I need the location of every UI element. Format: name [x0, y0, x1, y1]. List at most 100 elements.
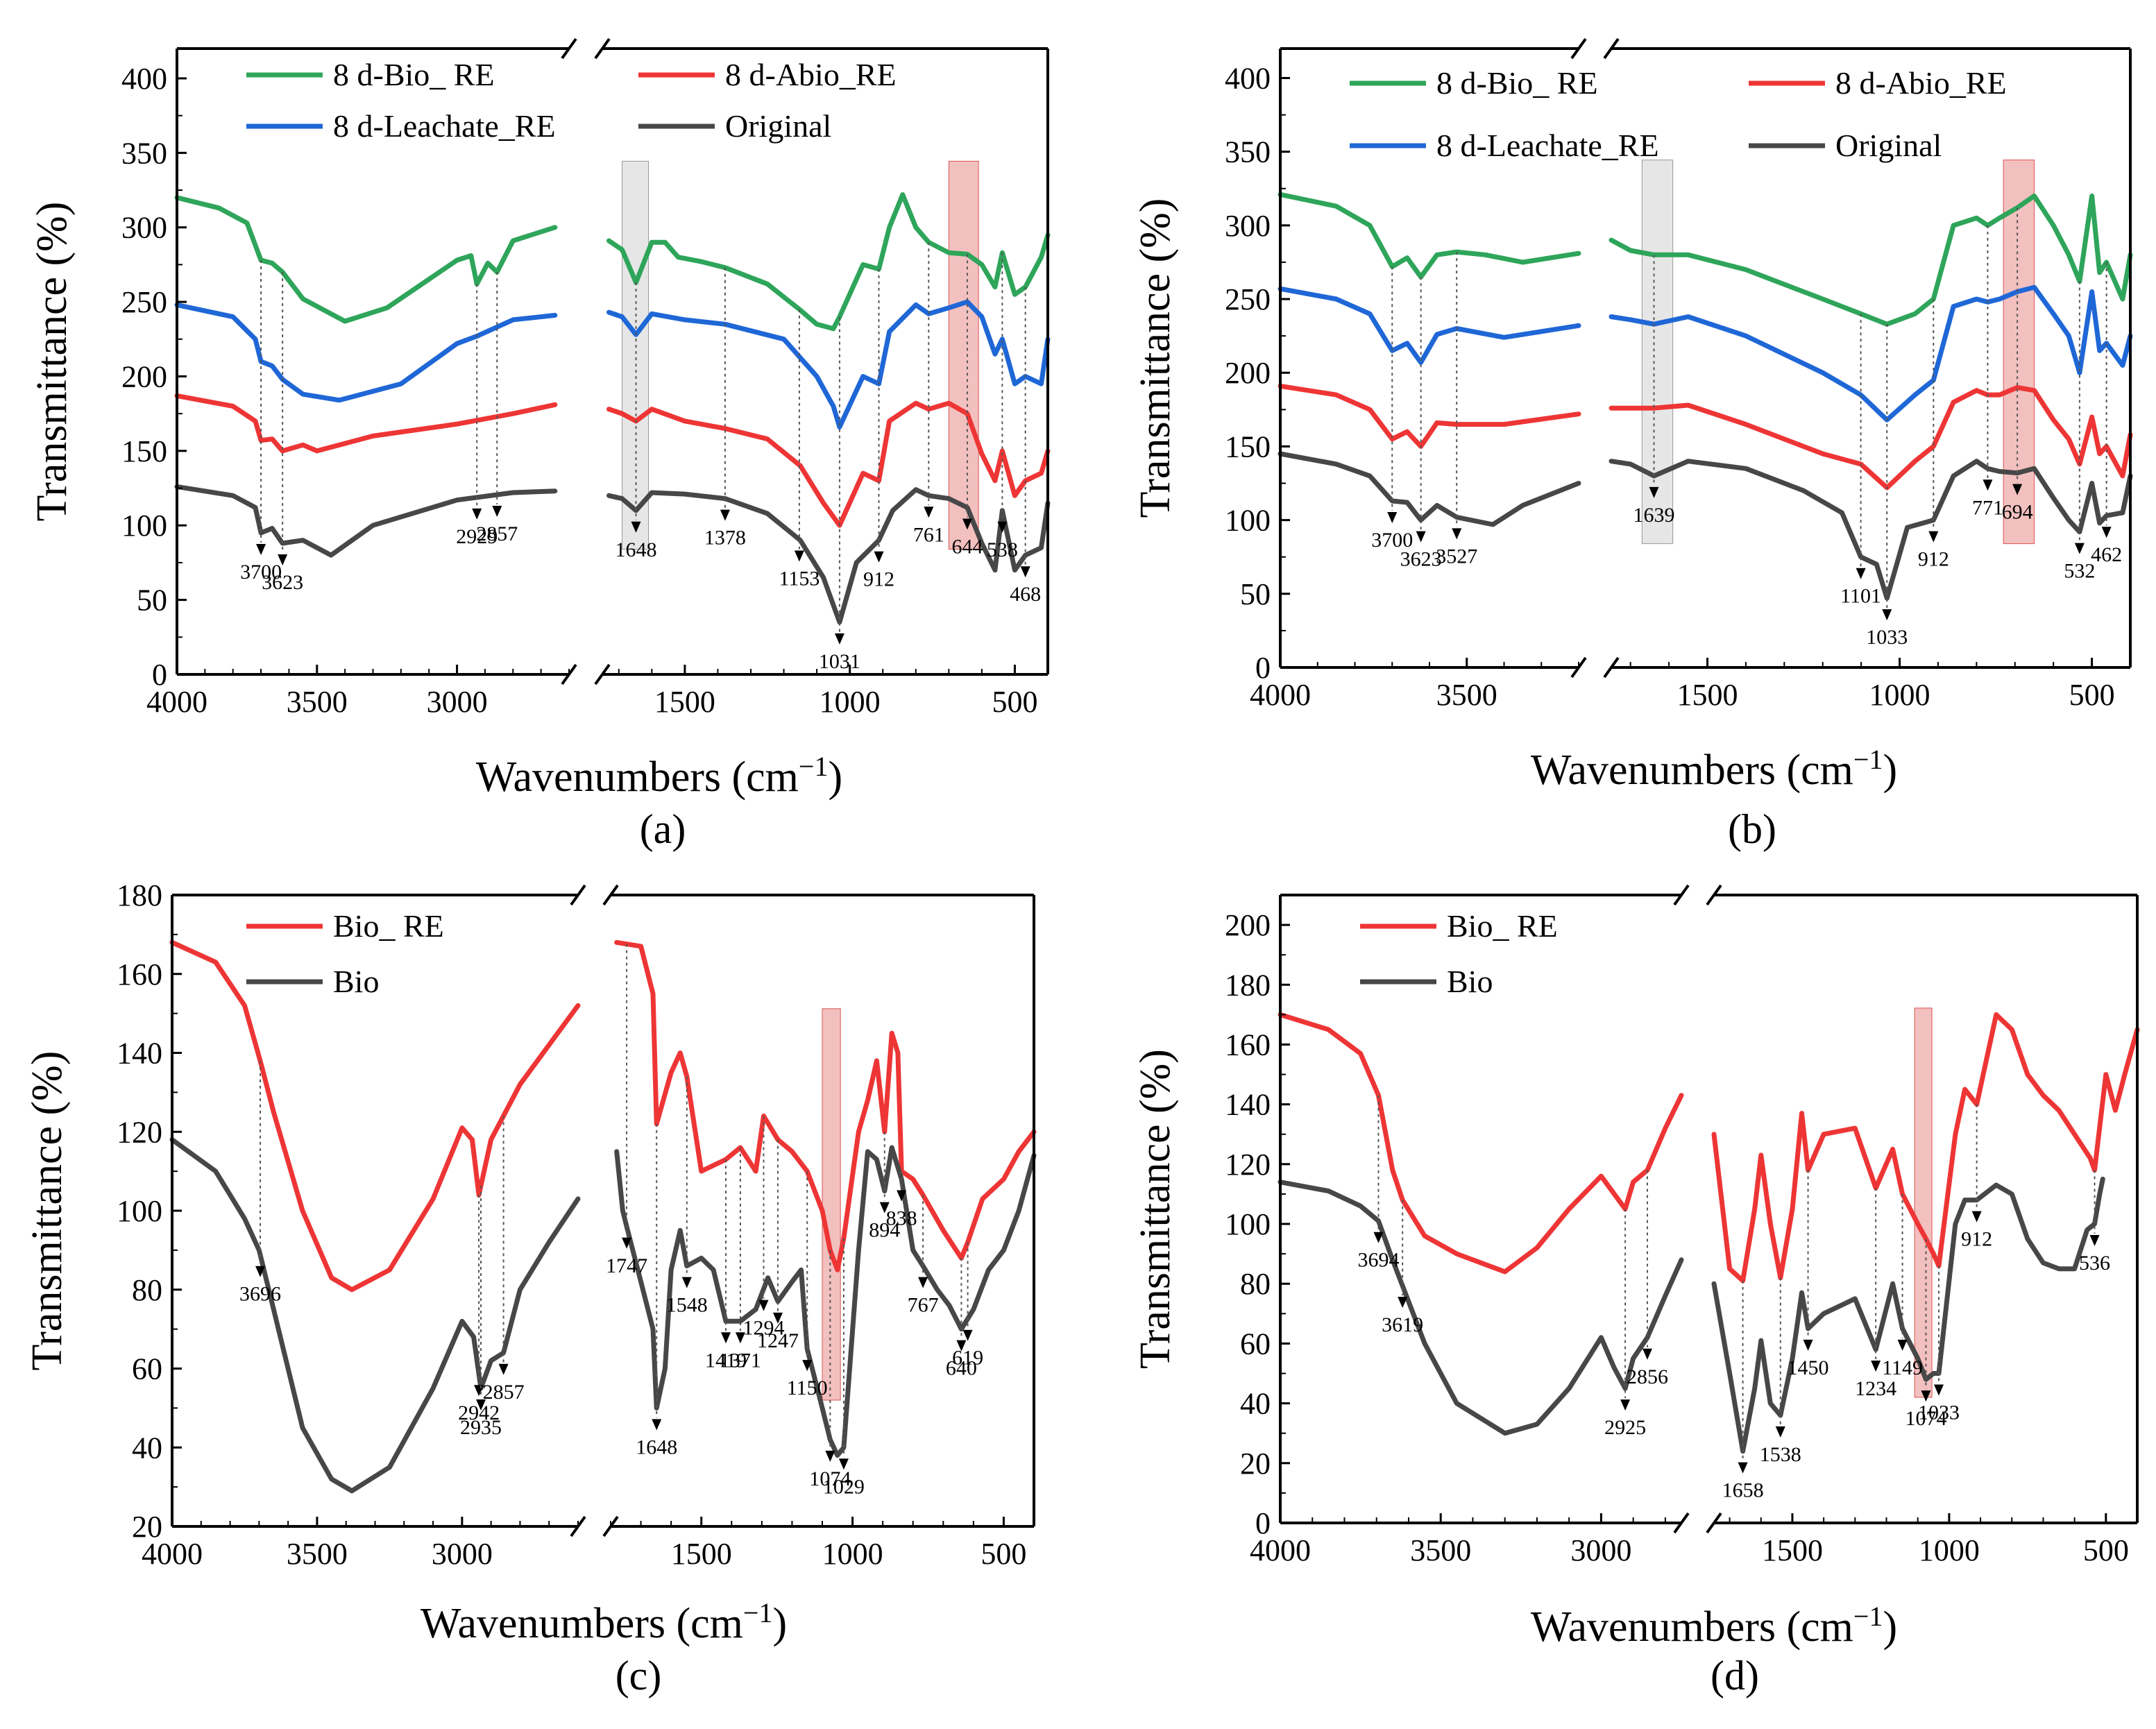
x-axis-title-sup: −1: [1853, 1601, 1883, 1632]
annotation-arrow: [1642, 1348, 1652, 1360]
series-line-original-left: [1278, 451, 1581, 527]
annotation-arrow: [472, 508, 482, 520]
x-tick-label: 4000: [1250, 678, 1311, 712]
x-tick-label: 500: [992, 685, 1037, 719]
annotation-arrow: [631, 521, 641, 533]
annotation-arrow: [918, 1277, 928, 1288]
series-line-8-d-leachate-re-left: [174, 302, 558, 403]
x-axis-title: Wavenumbers (cm−1): [1531, 744, 1897, 794]
axis-break-mark: [1706, 884, 1722, 906]
annotation-arrow: [897, 1190, 907, 1202]
highlight-band: [948, 160, 979, 550]
series-line-original-right: [1608, 459, 2133, 601]
axis-break-mark: [594, 37, 611, 60]
annotation-label: 3527: [1436, 545, 1477, 568]
y-tick-label: 100: [1225, 1207, 1271, 1241]
y-tick-label: 150: [1225, 429, 1271, 463]
annotation-label: 1538: [1760, 1443, 1801, 1466]
y-tick-label: 350: [121, 136, 167, 170]
annotation-label: 1074: [1905, 1407, 1946, 1430]
annotation-arrow: [879, 1202, 890, 1213]
annotation-label: 1648: [636, 1436, 677, 1458]
annotation-label: 1101: [1840, 585, 1881, 608]
axis-break-mark: [1603, 656, 1620, 679]
x-axis-title-sup: −1: [1853, 744, 1883, 775]
x-axis-title-main: Wavenumbers (cm: [1531, 1603, 1853, 1651]
highlight-band: [2003, 160, 2035, 545]
legend-label: 8 d-Abio_RE: [725, 57, 897, 92]
annotation-label: 771: [1972, 496, 2003, 519]
legend-label: Original: [1835, 128, 1942, 163]
annotation-label: 644: [951, 535, 983, 558]
annotation-label: 532: [2064, 560, 2095, 583]
y-tick-label: 0: [1255, 1506, 1271, 1540]
x-axis-title-main: Wavenumbers (cm: [476, 753, 799, 801]
annotation-label: 1371: [720, 1349, 761, 1372]
x-tick-label: 3000: [1570, 1533, 1631, 1567]
x-tick-label: 500: [2069, 678, 2115, 712]
annotation-label: 1648: [616, 538, 657, 561]
x-tick-label: 4000: [146, 685, 207, 719]
x-tick-label: 1000: [822, 1537, 883, 1571]
annotation-label: 1247: [757, 1329, 799, 1352]
x-axis-title-main: Wavenumbers (cm: [421, 1600, 743, 1647]
annotation-arrow: [1738, 1462, 1748, 1474]
annotation-arrow: [2101, 527, 2112, 538]
annotation-label: 619: [952, 1347, 983, 1370]
annotation-arrow: [1933, 1384, 1944, 1396]
axis-break-mark: [1706, 1512, 1722, 1534]
annotation-arrow: [1649, 486, 1659, 498]
x-tick-label: 3500: [287, 685, 348, 719]
annotation-arrow: [622, 1237, 632, 1249]
annotation-arrow: [956, 1340, 967, 1352]
axis-break-mark: [570, 884, 586, 906]
axis-break-mark: [561, 37, 577, 60]
y-tick-label: 300: [1225, 209, 1271, 243]
annotation-label: 3696: [239, 1283, 281, 1306]
legend-label: Bio: [333, 964, 379, 999]
series-line-8-d-abio-re-left: [1278, 383, 1581, 449]
series-line-bio-left: [1278, 1179, 1684, 1436]
annotation-label: 1149: [1882, 1356, 1923, 1379]
annotation-label: 1658: [1722, 1479, 1764, 1502]
annotation-label: 912: [1918, 548, 1949, 571]
axis-break-mark: [1570, 37, 1587, 60]
annotation-arrow: [874, 551, 884, 563]
annotation-arrow: [492, 506, 502, 518]
annotation-label: 1450: [1788, 1356, 1829, 1379]
legend-label: 8 d-Leachate_RE: [1436, 128, 1659, 163]
series-line-8-d-bio-re-right: [606, 192, 1051, 332]
y-tick-label: 60: [132, 1352, 162, 1386]
annotation-label: 468: [1010, 583, 1041, 606]
series-line-8-d-abio-re-right: [1608, 385, 2133, 491]
annotation-label: 912: [863, 568, 894, 591]
annotation-arrow: [1921, 1390, 1931, 1402]
y-tick-label: 80: [1240, 1267, 1271, 1301]
annotation-arrow: [1882, 609, 1892, 621]
y-tick-label: 20: [1240, 1447, 1271, 1481]
annotation-label: 1033: [1918, 1402, 1960, 1424]
annotation-label: 3619: [1382, 1313, 1423, 1336]
annotation-arrow: [476, 1399, 486, 1411]
x-tick-label: 1500: [1677, 678, 1738, 712]
annotation-label: 640: [946, 1357, 977, 1380]
annotation-arrow: [2074, 543, 2085, 554]
annotation-arrow: [2012, 484, 2023, 495]
annotation-label: 1378: [704, 527, 746, 550]
annotation-label: 2925: [1604, 1416, 1646, 1439]
y-tick-label: 0: [1255, 651, 1271, 685]
y-tick-label: 300: [121, 211, 167, 245]
x-tick-label: 3500: [1436, 678, 1497, 712]
annotation-arrow: [1452, 528, 1462, 540]
annotation-label: 3694: [1357, 1249, 1399, 1272]
annotation-label: 1234: [1855, 1377, 1896, 1400]
annotation-label: 1747: [606, 1254, 647, 1277]
y-tick-label: 250: [1225, 282, 1271, 316]
annotation-label: 3700: [240, 561, 282, 584]
legend-label: 8 d-Bio_ RE: [1436, 65, 1598, 101]
series-line-bio-left: [169, 1137, 581, 1494]
x-axis-title: Wavenumbers (cm−1): [421, 1597, 787, 1648]
x-axis-title-sup: −1: [743, 1597, 773, 1628]
